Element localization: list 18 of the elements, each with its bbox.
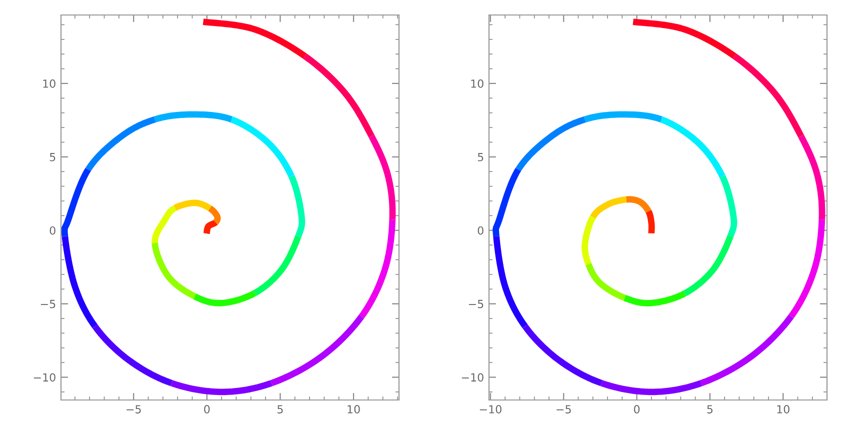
x-tick-label: 5: [278, 405, 283, 414]
y-tick-label: −5: [468, 300, 484, 308]
y-tick-label: −10: [34, 373, 56, 382]
y-tick-label: 10: [471, 79, 484, 88]
x-tick-label: 10: [777, 405, 790, 414]
y-tick-label: 5: [50, 153, 56, 162]
y-tick-label: 5: [478, 153, 484, 162]
y-tick-label: 0: [50, 226, 56, 235]
x-tick-label: 5: [707, 405, 713, 414]
x-tick-label: 0: [204, 405, 210, 414]
y-tick-label: −10: [462, 373, 484, 382]
y-tick-label: −5: [40, 300, 56, 308]
x-tick-label: 0: [634, 405, 640, 414]
y-tick-label: 10: [43, 79, 56, 88]
x-tick-label: −5: [556, 405, 571, 414]
x-tick-label: −5: [126, 405, 141, 414]
x-tick-label: 10: [348, 405, 360, 414]
y-tick-label: 0: [478, 226, 484, 235]
